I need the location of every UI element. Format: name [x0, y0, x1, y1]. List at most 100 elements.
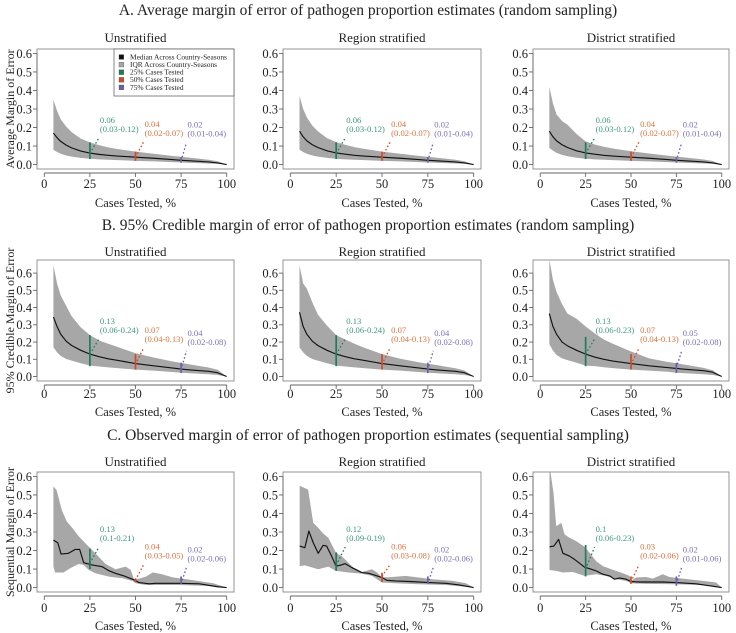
marker-50-connector: [134, 347, 145, 365]
x-tick-label: 75: [175, 177, 188, 191]
x-axis-label: Cases Tested, %: [341, 619, 422, 633]
marker-25-ci-label: (0.03-0.12): [596, 124, 635, 134]
x-tick-label: 25: [84, 601, 97, 615]
y-tick-label: 0.0: [16, 370, 32, 384]
y-tick-label: 0.2: [262, 335, 278, 349]
x-axis-label: Cases Tested, %: [590, 405, 671, 419]
marker-50-value-label: 0.06: [391, 542, 407, 552]
median-line: [53, 539, 227, 589]
panel-c-1: 0.13(0.1-0.21) 0.04(0.03-0.05)0.02(0.02-0…: [3, 454, 236, 633]
y-tick-label: 0.3: [16, 525, 32, 539]
x-tick-label: 0: [287, 387, 293, 401]
y-tick-label: 0.5: [262, 284, 278, 298]
panel-title: Region stratified: [338, 30, 426, 45]
y-tick-label: 0.6: [262, 470, 278, 484]
y-tick-label: 0.2: [512, 544, 528, 558]
marker-50-value-label: 0.04: [145, 119, 161, 129]
plot-area: [52, 265, 227, 378]
marker-25-connector: [335, 338, 346, 355]
y-axis: 0.0 0.1 0.2 0.3 0.4 0.5 0.6: [16, 47, 38, 172]
x-tick-label: 75: [422, 177, 435, 191]
y-axis: 0.0 0.1 0.2 0.3 0.4 0.5 0.6: [16, 266, 38, 384]
median-line: [299, 530, 474, 589]
y-axis: 0.0 0.1 0.2 0.3 0.4 0.5 0.6: [512, 470, 534, 595]
marker-75-connector: [427, 350, 434, 370]
marker-50-connector: [630, 564, 640, 583]
marker-75-ci-label: (0.01-0.04): [187, 129, 226, 139]
marker-25-value-label: 0.06: [100, 115, 116, 125]
marker-25-connector: [585, 137, 596, 154]
marker-50-ci-label: (0.02-0.07): [145, 128, 184, 138]
x-axis-label: Cases Tested, %: [590, 196, 671, 210]
legend-label-median: Median Across Country-Seasons: [130, 52, 227, 61]
y-tick-label: 0.2: [16, 121, 32, 135]
x-tick-label: 75: [422, 601, 435, 615]
y-tick-label: 0.4: [262, 301, 278, 315]
section-title-a: A. Average margin of error of pathogen p…: [119, 2, 617, 19]
x-axis-label: Cases Tested, %: [341, 405, 422, 419]
panel-b-1: 0.13(0.06-0.24) 0.07(0.04-0.13)0.04(0.02-…: [3, 244, 236, 419]
median-line: [548, 313, 722, 378]
iqr-band: [549, 472, 722, 588]
x-tick-label: 25: [579, 177, 592, 191]
y-tick-label: 0.0: [262, 581, 278, 595]
x-tick-label: 100: [464, 177, 483, 191]
panel-c-2: 0.12(0.09-0.19) 0.06(0.03-0.08) 0.02(0.02-…: [262, 454, 483, 633]
x-axis: 0 25 50 75 100: [287, 172, 483, 191]
marker-25-value-label: 0.12: [346, 524, 361, 534]
x-tick-label: 0: [537, 387, 543, 401]
marker-75-value-label: 0.04: [187, 328, 203, 338]
x-tick-label: 0: [537, 601, 543, 615]
marker-50-connector: [134, 564, 145, 581]
marker-75-connector: [180, 142, 188, 162]
x-tick-label: 100: [464, 387, 483, 401]
y-tick-label: 0.1: [16, 353, 32, 367]
marker-25-ci-label: (0.1-0.21): [100, 533, 135, 543]
iqr-band: [53, 99, 227, 165]
median-line: [299, 130, 474, 166]
section-title-c: C. Observed margin of error of pathogen …: [107, 427, 629, 444]
x-tick-label: 50: [129, 387, 142, 401]
y-tick-label: 0.6: [16, 266, 32, 280]
y-tick-label: 0.6: [262, 47, 278, 61]
x-axis-label: Cases Tested, %: [590, 619, 671, 633]
y-tick-label: 0.4: [512, 507, 528, 521]
plot-area: [299, 485, 474, 589]
marker-75-connector: [427, 142, 434, 162]
marker-25-value-label: 0.13: [100, 524, 115, 534]
marker-50-ci-label: (0.02-0.07): [640, 128, 679, 138]
iqr-band: [549, 260, 722, 377]
y-tick-label: 0.1: [16, 562, 32, 576]
y-tick-label: 0.5: [512, 488, 528, 502]
plot-area: [52, 99, 227, 166]
legend-label-iqr: IQR Across Country-Seasons: [130, 60, 217, 69]
marker-50-value-label: 0.07: [640, 325, 656, 335]
x-tick-label: 100: [217, 601, 236, 615]
x-tick-label: 100: [712, 177, 731, 191]
panel-b-2: 0.13(0.06-0.24) 0.07(0.04-0.13) 0.04(0.02-…: [262, 244, 483, 419]
marker-75-value-label: 0.02: [434, 544, 449, 554]
marker-25-connector: [335, 137, 346, 154]
x-tick-label: 25: [579, 601, 592, 615]
legend-box: [113, 48, 235, 97]
x-axis-label: Cases Tested, %: [95, 196, 176, 210]
y-tick-label: 0.1: [262, 353, 278, 367]
y-tick-label: 0.2: [16, 335, 32, 349]
y-tick-label: 0.5: [262, 65, 278, 79]
marker-75-value-label: 0.05: [683, 328, 698, 338]
marker-25-ci-label: (0.06-0.24): [100, 325, 139, 335]
y-tick-label: 0.2: [512, 335, 528, 349]
y-tick-label: 0.3: [16, 102, 32, 116]
x-tick-label: 25: [330, 387, 343, 401]
marker-25-value-label: 0.06: [596, 115, 612, 125]
x-tick-label: 100: [217, 387, 236, 401]
marker-50-ci-label: (0.02-0.06): [640, 551, 679, 561]
section-title-b: B. 95% Credible margin of error of patho…: [102, 217, 635, 234]
marker-75-value-label: 0.02: [683, 544, 698, 554]
marker-50-ci-label: (0.02-0.07): [391, 128, 430, 138]
marker-75-value-label: 0.04: [434, 328, 450, 338]
y-tick-label: 0.0: [512, 158, 528, 172]
panel-title: Region stratified: [338, 454, 426, 469]
x-tick-label: 50: [625, 387, 638, 401]
x-tick-label: 75: [670, 177, 683, 191]
